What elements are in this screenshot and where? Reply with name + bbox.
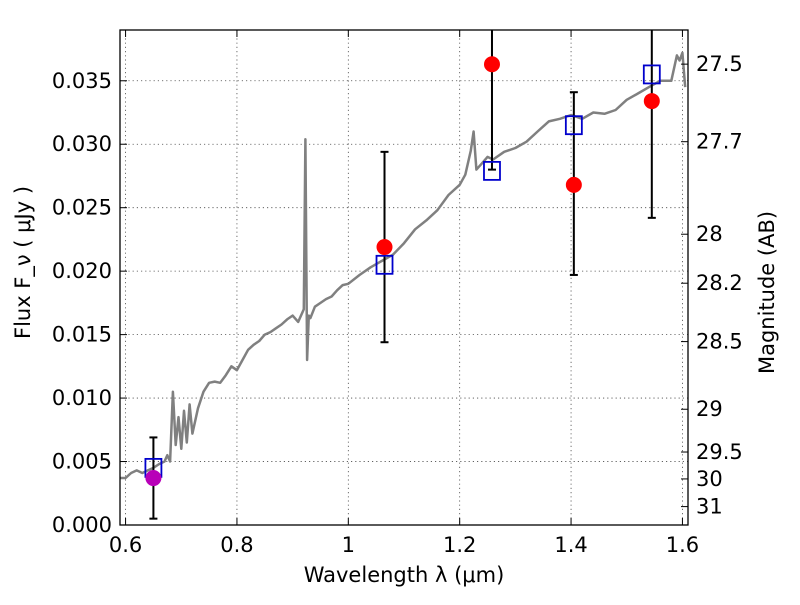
measured-point-marker <box>483 56 500 73</box>
spectrum-line <box>120 51 687 480</box>
model-square-marker <box>642 64 661 85</box>
y-tick-label: 0.020 <box>52 259 112 283</box>
y2-tick-label: 31 <box>696 495 723 519</box>
y-tick-label: 0.015 <box>52 323 112 347</box>
x-tick-label: 0.6 <box>109 533 142 557</box>
y2-tick-label: 30 <box>696 467 723 491</box>
model-square-marker <box>564 115 583 136</box>
model-square-marker <box>483 160 501 181</box>
y2-tick-label: 29 <box>696 397 723 421</box>
plot-frame <box>119 29 689 526</box>
model-square-marker <box>375 254 394 275</box>
ticks: 0.6 0.8 1 1.2 1.4 1.6 0.000 0.005 0.010 0.015 0.02… <box>52 30 743 557</box>
y2-tick-label: 27.5 <box>696 52 743 76</box>
y-tick-label: 0.030 <box>52 132 112 156</box>
y-axis-label: Flux F_ν ( μJy ) <box>11 186 36 339</box>
y2-tick-label: 28.5 <box>696 330 743 354</box>
measured-point-marker <box>565 176 582 193</box>
measured-point-marker <box>643 93 660 110</box>
y-tick-label: 0.035 <box>52 69 112 93</box>
x-tick-label: 0.8 <box>220 533 253 557</box>
y-tick-label: 0.010 <box>52 386 112 410</box>
y2-axis-label: Magnitude (AB) <box>755 211 779 374</box>
grid <box>120 30 688 525</box>
x-tick-label: 1.6 <box>666 533 699 557</box>
y2-tick-label: 29.5 <box>696 440 743 464</box>
x-tick-label: 1.4 <box>554 533 587 557</box>
x-tick-label: 1.2 <box>443 533 476 557</box>
y2-tick-label: 27.7 <box>696 130 743 154</box>
x-tick-label: 1 <box>342 533 355 557</box>
y-tick-label: 0.025 <box>52 196 112 220</box>
measured-point-marker <box>376 239 393 256</box>
y-tick-label: 0.005 <box>52 450 112 474</box>
plot-area <box>120 30 687 520</box>
y-tick-label: 0.000 <box>52 513 112 537</box>
x-axis-label: Wavelength λ (μm) <box>304 563 505 587</box>
measured-point-marker <box>145 470 162 487</box>
y2-tick-label: 28.2 <box>696 271 743 295</box>
y2-tick-label: 28 <box>696 222 723 246</box>
